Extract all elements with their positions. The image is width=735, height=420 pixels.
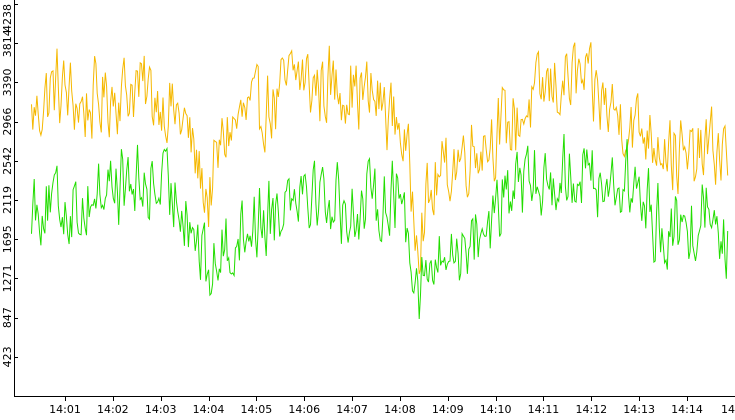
y-tick-label: 4238 xyxy=(1,4,14,32)
x-tick-label: 14:05 xyxy=(241,403,273,415)
y-tick-label: 1271 xyxy=(1,264,14,292)
series-line-orange xyxy=(31,42,729,275)
y-tick-label: 2542 xyxy=(1,147,14,175)
x-tick-label: 14:08 xyxy=(384,403,416,415)
x-tick-label: 14:03 xyxy=(145,403,177,415)
y-tick-label: 3814 xyxy=(1,29,14,57)
x-tick-label: 14:14 xyxy=(671,403,703,415)
x-tick-label: 14 xyxy=(721,403,735,415)
x-tick-label: 14:07 xyxy=(336,403,368,415)
x-tick-label: 14:04 xyxy=(193,403,225,415)
y-tick-label: 847 xyxy=(1,307,14,328)
series-line-green xyxy=(31,133,729,320)
x-tick-label: 14:02 xyxy=(97,403,129,415)
series-layer xyxy=(31,42,729,320)
x-tick-label: 14:12 xyxy=(575,403,607,415)
x-axis-ticks: 14:01 14:02 14:03 14:04 14:05 14:06 14:07 14:08… xyxy=(49,396,735,416)
x-tick-label: 14:06 xyxy=(288,403,320,415)
x-tick-label: 14:01 xyxy=(49,403,81,415)
y-tick-label: 1695 xyxy=(1,225,14,253)
x-tick-label: 14:11 xyxy=(528,403,560,415)
x-tick-label: 14:13 xyxy=(623,403,655,415)
x-tick-label: 14:09 xyxy=(432,403,464,415)
y-tick-label: 423 xyxy=(1,346,14,367)
y-tick-label: 3390 xyxy=(1,68,14,96)
y-tick-label: 2966 xyxy=(1,108,14,136)
x-tick-label: 14:10 xyxy=(480,403,512,415)
y-tick-label: 2119 xyxy=(1,186,14,214)
